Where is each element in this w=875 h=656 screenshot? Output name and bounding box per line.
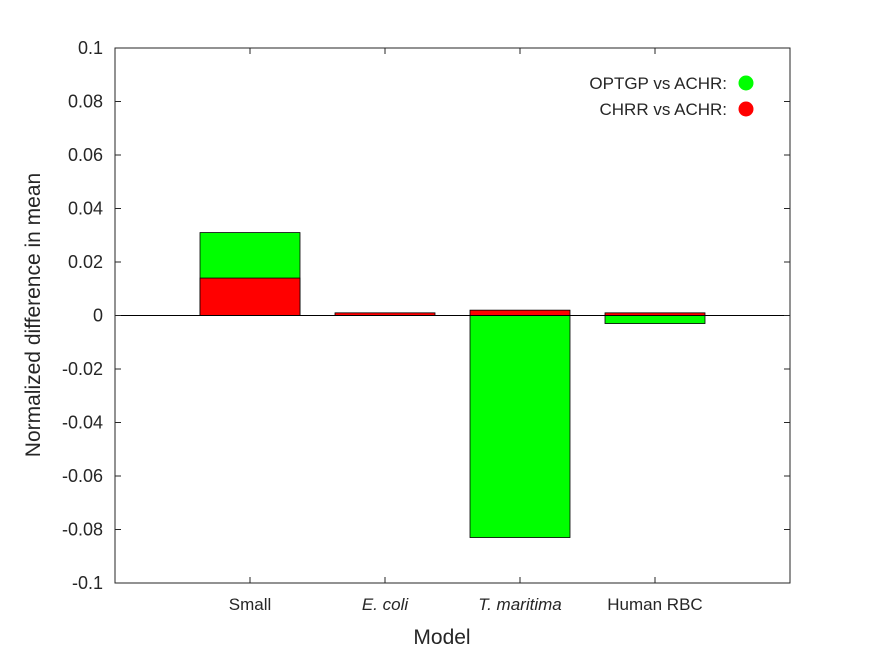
legend-label: CHRR vs ACHR: — [599, 100, 727, 119]
legend-label: OPTGP vs ACHR: — [589, 74, 727, 93]
x-category-label: E. coli — [362, 595, 410, 614]
legend-marker — [738, 101, 754, 117]
y-tick-label: 0.08 — [68, 92, 103, 112]
y-axis-ticks: -0.1 -0.08 -0.06 -0.04 -0.02 0 0.02 0.04 0.06 0.0… — [62, 38, 790, 593]
legend-marker — [738, 75, 754, 91]
y-tick-label: -0.06 — [62, 466, 103, 486]
y-tick-label: -0.02 — [62, 359, 103, 379]
x-category-label: Human RBC — [607, 595, 702, 614]
y-tick-label: 0 — [93, 306, 103, 326]
bar-optgp-vs-achr-3 — [604, 315, 706, 324]
bars-group — [199, 232, 706, 538]
y-tick-label: -0.04 — [62, 413, 103, 433]
y-tick-label: 0.02 — [68, 252, 103, 272]
y-tick-label: 0.06 — [68, 145, 103, 165]
legend: OPTGP vs ACHR: CHRR vs ACHR: — [589, 74, 754, 119]
bar-chrr-vs-achr-0 — [199, 277, 301, 316]
x-category-label: T. maritima — [478, 595, 561, 614]
y-tick-label: -0.1 — [72, 573, 103, 593]
x-axis-title: Model — [413, 626, 470, 649]
y-tick-label: -0.08 — [62, 520, 103, 540]
y-axis-title: Normalized difference in mean — [22, 173, 45, 457]
bar-optgp-vs-achr-2 — [469, 315, 571, 538]
y-tick-label: 0.1 — [78, 38, 103, 58]
x-axis-ticks: Small E. coli T. maritima Human RBC — [229, 48, 703, 614]
bar-chrr-vs-achr-2 — [469, 309, 571, 316]
x-category-label: Small — [229, 595, 272, 614]
y-tick-label: 0.04 — [68, 199, 103, 219]
